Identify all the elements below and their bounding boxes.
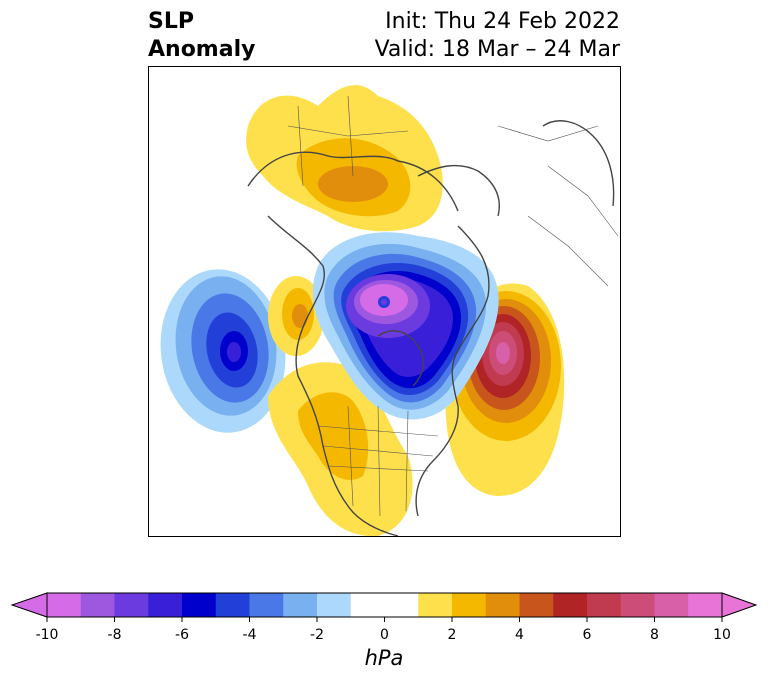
colorbar: -10 -8 -6 -4 -2 0 2 4 6 8 10 <box>10 592 758 643</box>
colorbar-cell <box>215 593 250 617</box>
colorbar-tick-label: 6 <box>583 627 592 643</box>
colorbar-cell <box>317 593 352 617</box>
colorbar-cell <box>350 593 385 617</box>
colorbar-tick-label: 0 <box>380 627 389 643</box>
colorbar-tick-label: 2 <box>448 627 457 643</box>
colorbar-cell <box>114 593 149 617</box>
borders <box>287 95 619 517</box>
arctic-ridge <box>246 85 443 232</box>
colorbar-tick-label: -10 <box>36 627 59 643</box>
colorbar-cell <box>418 593 453 617</box>
arctic-low <box>312 232 499 420</box>
colorbar-tick-label: -8 <box>108 627 122 643</box>
colorbar-tick-label: -6 <box>175 627 189 643</box>
title-anomaly: Anomaly <box>148 37 256 62</box>
colorbar-ticks: -10 -8 -6 -4 -2 0 2 4 6 8 10 <box>36 617 731 643</box>
colorbar-cell <box>249 593 284 617</box>
colorbar-tick-label: 10 <box>713 627 731 643</box>
slp-anomaly-map <box>148 66 621 537</box>
init-date: Init: Thu 24 Feb 2022 <box>385 9 620 34</box>
colorbar-cell <box>485 593 520 617</box>
colorbar-tick-label: 8 <box>650 627 659 643</box>
colorbar-cell <box>519 593 554 617</box>
colorbar-cell <box>620 593 655 617</box>
colorbar-unit: hPa <box>364 646 404 670</box>
pacific-low <box>160 269 286 433</box>
colorbar-cell <box>587 593 622 617</box>
valid-range: Valid: 18 Mar – 24 Mar <box>374 37 620 62</box>
colorbar-extend-min <box>10 592 48 618</box>
colorbar-cell <box>283 593 318 617</box>
colorbar-cell <box>80 593 115 617</box>
colorbar-cell <box>148 593 183 617</box>
colorbar-cell <box>688 593 723 617</box>
colorbar-tick-label: -4 <box>243 627 257 643</box>
colorbar-cell <box>47 593 82 617</box>
colorbar-tick-label: 4 <box>515 627 524 643</box>
pacific-nw-ridge <box>268 276 324 356</box>
colorbar-cell <box>654 593 689 617</box>
title-left: SLP Anomaly <box>148 8 255 64</box>
colorbar-tick-label: -2 <box>310 627 324 643</box>
title-right: Init: Thu 24 Feb 2022 Valid: 18 Mar – 24… <box>375 8 620 64</box>
colorbar-cell <box>553 593 588 617</box>
colorbar-cell <box>182 593 217 617</box>
colorbar-extend-max <box>721 592 758 618</box>
title-variable: SLP <box>148 9 194 34</box>
colorbar-cell <box>384 593 419 617</box>
colorbar-cell <box>452 593 487 617</box>
colorbar-cells <box>10 592 758 618</box>
